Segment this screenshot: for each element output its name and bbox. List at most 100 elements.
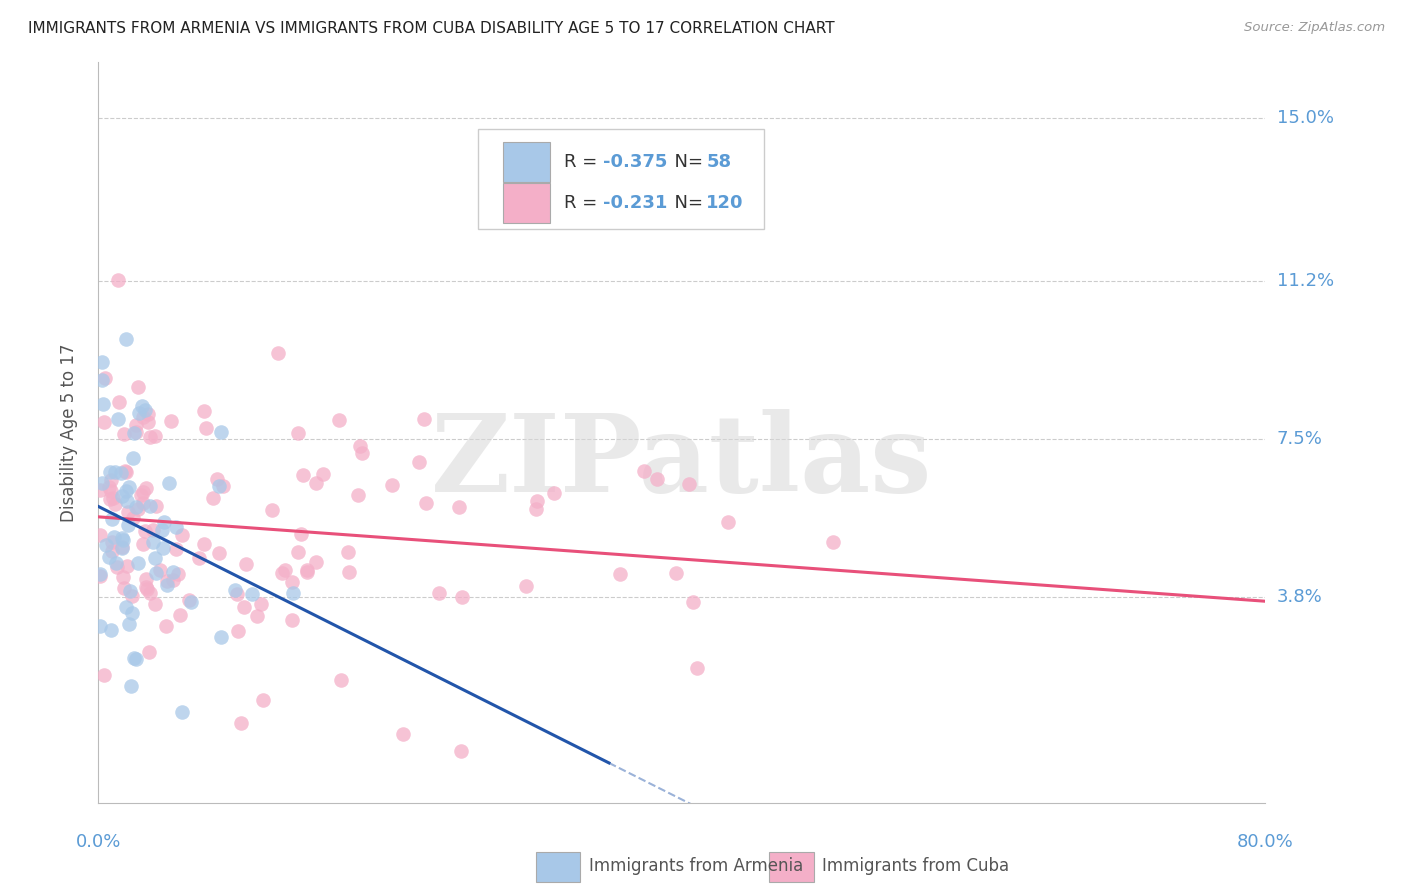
Point (115, 599, 138, 614)
Point (145, 429, 167, 443)
Point (156, 578, 179, 592)
Point (212, 479, 235, 493)
Text: 7.5%: 7.5% (1277, 430, 1323, 448)
Point (633, 464, 655, 478)
Point (107, 412, 129, 426)
Point (274, 563, 297, 577)
Point (179, 592, 201, 607)
Point (143, 550, 166, 565)
Point (93, 397, 115, 411)
Point (93, 416, 115, 430)
Point (132, 536, 155, 550)
Point (122, 651, 145, 665)
Text: N=: N= (664, 153, 709, 171)
Point (170, 705, 193, 719)
Point (149, 563, 172, 577)
Point (136, 582, 159, 596)
Point (193, 537, 215, 551)
Point (515, 579, 537, 593)
Point (240, 587, 263, 601)
Point (821, 535, 844, 549)
Point (337, 545, 360, 559)
Point (295, 563, 318, 577)
Point (131, 400, 153, 414)
Point (208, 546, 231, 560)
Point (118, 480, 141, 494)
Point (91, 355, 114, 369)
Point (678, 476, 700, 491)
Point (104, 497, 127, 511)
Point (205, 472, 228, 486)
Point (132, 485, 155, 500)
Point (337, 565, 360, 579)
Point (311, 467, 333, 482)
FancyBboxPatch shape (503, 183, 550, 223)
Point (114, 466, 136, 480)
Point (717, 515, 740, 529)
Point (252, 693, 274, 707)
Point (682, 595, 704, 609)
Point (98, 480, 121, 494)
Text: R =: R = (564, 153, 603, 171)
Text: 11.2%: 11.2% (1277, 272, 1334, 290)
Point (156, 574, 179, 588)
Point (287, 545, 309, 559)
Point (98, 491, 121, 506)
Point (127, 556, 149, 570)
Point (122, 425, 145, 440)
Point (450, 744, 472, 758)
Point (524, 502, 547, 516)
Point (201, 491, 224, 505)
Text: 58: 58 (706, 153, 731, 171)
Point (391, 727, 413, 741)
Point (226, 587, 249, 601)
Point (167, 567, 190, 582)
Point (160, 414, 183, 428)
Point (111, 531, 134, 545)
Text: Source: ZipAtlas.com: Source: ZipAtlas.com (1244, 21, 1385, 34)
Point (117, 505, 139, 519)
Text: 80.0%: 80.0% (1237, 833, 1294, 851)
Point (346, 488, 368, 502)
Point (155, 619, 177, 633)
Point (127, 380, 149, 394)
Point (107, 395, 129, 409)
Point (121, 607, 143, 621)
Point (122, 451, 145, 466)
Point (645, 472, 668, 486)
Point (110, 467, 132, 481)
Point (267, 346, 290, 360)
Point (543, 486, 565, 500)
Point (111, 540, 134, 554)
Text: 0.0%: 0.0% (76, 833, 121, 851)
Point (665, 566, 688, 581)
Point (115, 494, 138, 508)
Point (100, 473, 122, 487)
Point (139, 499, 162, 513)
Point (134, 524, 156, 538)
Point (135, 572, 157, 586)
Point (283, 586, 305, 600)
Point (328, 413, 350, 427)
Point (209, 630, 232, 644)
Point (305, 555, 328, 569)
Point (100, 484, 122, 499)
Point (103, 530, 125, 544)
Point (349, 440, 371, 454)
Point (686, 660, 709, 674)
Point (111, 541, 134, 556)
Point (120, 679, 142, 693)
Point (111, 489, 134, 503)
Point (262, 503, 284, 517)
Point (180, 595, 202, 609)
Point (305, 476, 328, 491)
Point (451, 590, 474, 604)
Point (125, 652, 148, 666)
Point (93, 371, 115, 385)
Point (118, 616, 141, 631)
Point (127, 501, 149, 516)
Point (91, 475, 114, 490)
Point (415, 496, 437, 510)
Text: 120: 120 (706, 194, 744, 212)
Text: IMMIGRANTS FROM ARMENIA VS IMMIGRANTS FROM CUBA DISABILITY AGE 5 TO 17 CORRELATI: IMMIGRANTS FROM ARMENIA VS IMMIGRANTS FR… (28, 21, 835, 36)
